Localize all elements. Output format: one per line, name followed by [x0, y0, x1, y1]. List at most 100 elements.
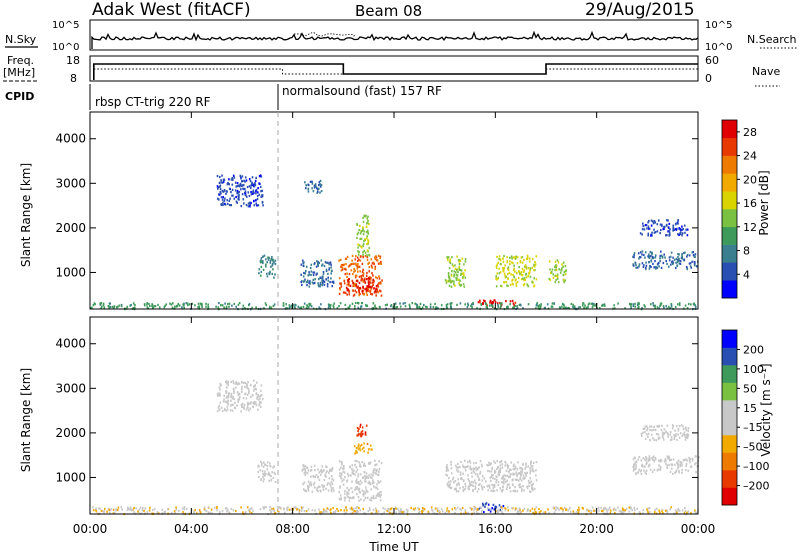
data-cell	[485, 480, 487, 483]
data-cell	[515, 272, 518, 275]
data-cell	[135, 507, 137, 510]
data-cell	[311, 490, 314, 493]
data-cell	[360, 237, 363, 240]
data-cell	[528, 257, 531, 260]
data-cell	[555, 266, 557, 269]
data-cell	[112, 512, 115, 515]
data-cell	[329, 281, 331, 284]
data-cell	[634, 461, 637, 464]
data-cell	[373, 262, 375, 266]
data-cell	[523, 269, 525, 272]
data-cell	[374, 265, 377, 268]
data-cell	[496, 489, 498, 492]
data-cell	[660, 250, 662, 253]
data-cell	[552, 506, 555, 509]
data-cell	[672, 229, 674, 232]
data-cell	[316, 260, 318, 263]
data-cell	[358, 499, 360, 502]
data-cell	[481, 479, 483, 482]
data-cell	[454, 511, 456, 515]
data-cell	[421, 306, 424, 309]
data-cell	[682, 428, 685, 431]
data-cell	[302, 464, 304, 467]
data-cell	[368, 278, 370, 281]
data-cell	[533, 263, 535, 266]
data-cell	[493, 484, 496, 487]
data-cell	[328, 477, 331, 480]
data-cell	[476, 508, 479, 511]
data-cell	[219, 190, 222, 194]
data-cell	[259, 508, 262, 511]
data-cell	[253, 400, 256, 404]
data-cell	[219, 175, 221, 179]
data-cell	[512, 306, 514, 309]
data-cell	[681, 509, 684, 512]
data-cell	[362, 226, 364, 229]
colorbar-segment	[722, 244, 737, 263]
data-cell	[556, 277, 559, 280]
data-cell	[685, 429, 688, 432]
data-cell	[665, 305, 667, 308]
data-cell	[259, 185, 262, 188]
data-cell	[359, 444, 362, 447]
data-cell	[329, 304, 332, 307]
data-cell	[354, 459, 357, 462]
data-cell	[216, 509, 218, 512]
data-cell	[464, 485, 467, 488]
data-cell	[248, 402, 250, 405]
data-cell	[467, 487, 469, 490]
data-cell	[249, 205, 251, 208]
data-cell	[461, 506, 464, 510]
data-cell	[506, 474, 509, 477]
data-cell	[368, 270, 370, 273]
data-cell	[528, 481, 530, 485]
data-cell	[363, 230, 365, 233]
data-cell	[527, 275, 530, 278]
data-cell	[398, 511, 401, 515]
data-cell	[263, 472, 266, 475]
data-cell	[356, 264, 358, 267]
data-cell	[503, 482, 505, 485]
data-cell	[331, 477, 333, 480]
data-cell	[346, 509, 348, 512]
data-cell	[650, 224, 653, 227]
data-cell	[314, 475, 316, 478]
data-cell	[464, 509, 466, 512]
data-cell	[354, 452, 356, 455]
data-cell	[684, 438, 687, 441]
data-cell	[303, 481, 306, 484]
data-cell	[222, 196, 224, 199]
data-cell	[512, 472, 514, 475]
data-cell	[143, 303, 146, 306]
data-cell	[358, 228, 361, 232]
data-cell	[449, 261, 452, 264]
data-cell	[163, 306, 166, 309]
data-cell	[506, 463, 508, 466]
data-cell	[646, 457, 648, 460]
data-cell	[367, 481, 370, 485]
data-cell	[603, 303, 606, 306]
data-cell	[237, 393, 240, 397]
data-cell	[661, 431, 664, 434]
data-cell	[210, 508, 213, 511]
data-cell	[649, 425, 651, 428]
data-cell	[679, 461, 682, 464]
data-cell	[476, 467, 479, 470]
data-cell	[231, 177, 234, 180]
data-cell	[475, 469, 478, 472]
data-cell	[183, 304, 185, 307]
data-cell	[512, 269, 515, 272]
data-cell	[662, 436, 664, 439]
data-cell	[113, 305, 116, 308]
data-cell	[375, 307, 378, 310]
data-cell	[689, 461, 691, 464]
data-cell	[347, 280, 349, 283]
data-cell	[350, 506, 353, 509]
data-cell	[372, 495, 375, 498]
data-cell	[669, 459, 671, 462]
data-cell	[679, 262, 682, 265]
data-cell	[630, 307, 632, 310]
data-cell	[494, 461, 497, 465]
data-cell	[311, 509, 314, 512]
data-cell	[520, 273, 523, 276]
